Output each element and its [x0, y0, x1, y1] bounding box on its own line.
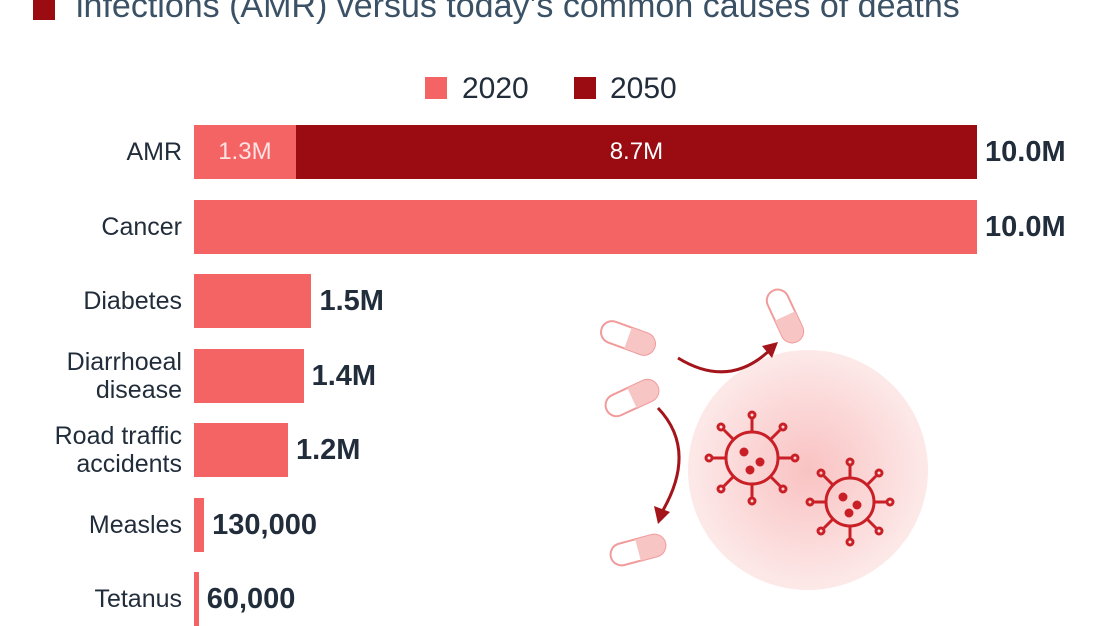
total-label: 1.2M	[295, 434, 361, 466]
category-label: Measles	[88, 510, 182, 539]
data-label: 8.7M	[609, 138, 664, 165]
category-label: Diabetes	[83, 287, 182, 315]
total-label: 1.5M	[319, 285, 384, 317]
chart-title: infections (AMR) versus today’s common c…	[76, 0, 960, 25]
bar-2020	[194, 274, 312, 328]
bar-2020	[194, 423, 288, 477]
bar-2020	[194, 348, 304, 403]
bar-2020	[194, 497, 205, 552]
bar-2050	[295, 125, 977, 179]
bar-2020	[194, 125, 296, 179]
virus-icon	[704, 410, 800, 506]
arrow-icon	[656, 406, 681, 513]
legend-swatch-2020	[425, 77, 447, 99]
legend-label-2020: 2020	[462, 72, 529, 105]
pill-icon	[765, 288, 805, 344]
total-label: 10.0M	[985, 136, 1066, 168]
bar-2020	[194, 572, 199, 626]
bacteria-circle	[688, 350, 928, 590]
data-label: 1.3M	[218, 138, 272, 165]
virus-icon	[805, 457, 895, 547]
total-label: 10.0M	[985, 210, 1066, 243]
category-label: AMR	[126, 138, 182, 166]
category-label: Road traffic accidents	[54, 422, 182, 478]
pill-icon	[604, 378, 660, 418]
category-label: Tetanus	[94, 585, 182, 613]
pill-icon	[609, 533, 667, 567]
total-label: 60,000	[206, 583, 296, 615]
arrow-icon	[677, 346, 774, 374]
antibiotic-resistance-illustration	[600, 288, 928, 590]
title-accent-bar	[33, 0, 55, 20]
legend-swatch-2050	[574, 77, 596, 99]
total-label: 130,000	[212, 508, 317, 541]
bar-2020	[194, 199, 977, 254]
total-label: 1.4M	[311, 359, 377, 392]
chart-title-block: infections (AMR) versus today’s common c…	[0, 0, 1110, 50]
category-label: Cancer	[101, 212, 182, 241]
legend: 2020 2050	[0, 68, 1110, 108]
pill-icon	[600, 320, 656, 356]
legend-label-2050: 2050	[610, 72, 677, 105]
category-label: Diarrhoeal disease	[66, 347, 182, 404]
